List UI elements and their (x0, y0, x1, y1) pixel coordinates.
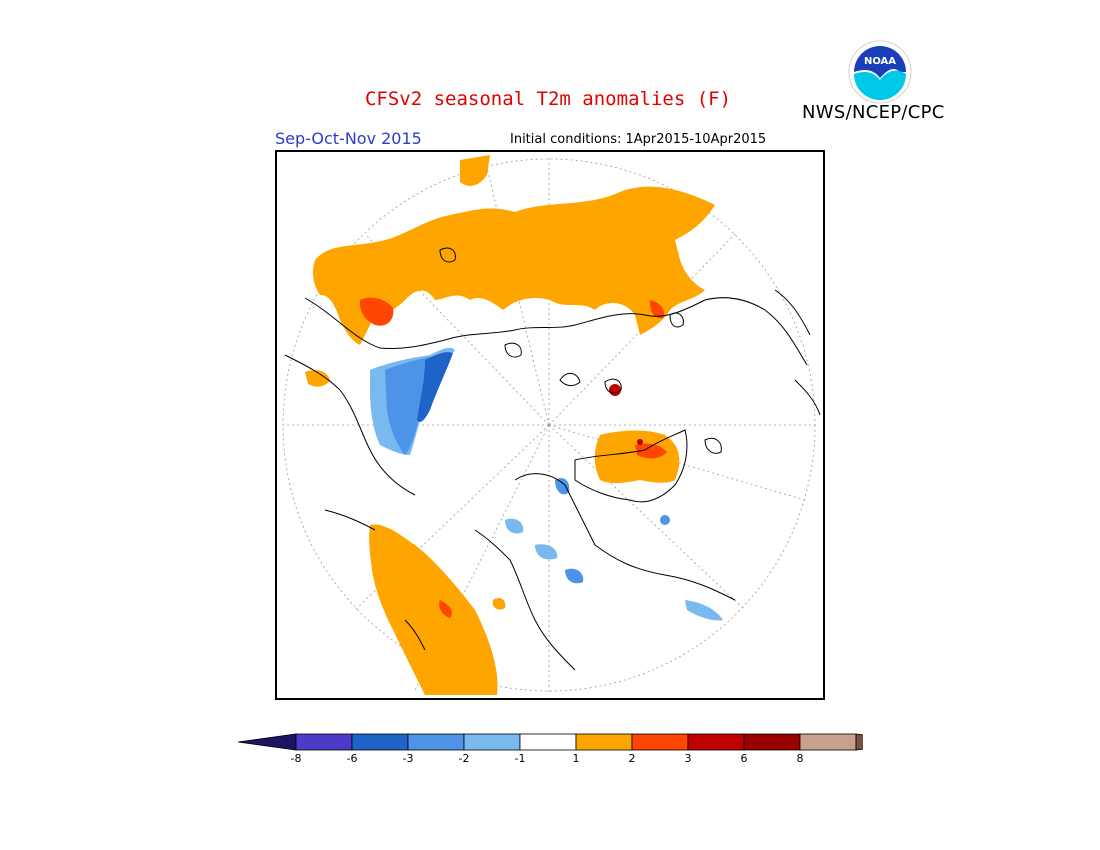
warm-anomaly-regions (305, 155, 715, 695)
arctic-island-hot (609, 384, 621, 396)
initial-conditions-label: Initial conditions: 1Apr2015-10Apr2015 (510, 132, 767, 147)
legend-swatch (743, 733, 801, 751)
legend-swatch (295, 733, 353, 751)
agency-label: NWS/NCEP/CPC (802, 102, 945, 123)
chart-title: CFSv2 seasonal T2m anomalies (F) (364, 88, 732, 110)
cool-anomaly-regions (370, 347, 723, 621)
polar-map (275, 150, 825, 700)
greenland-warm (594, 430, 680, 484)
eurasia-warm (312, 186, 715, 345)
legend-swatch (351, 733, 409, 751)
season-label: Sep-Oct-Nov 2015 (275, 129, 422, 148)
logo-text: NOAA (864, 56, 896, 67)
archipelago-cool-1 (505, 518, 524, 534)
coastlines (284, 247, 821, 671)
legend-swatch (631, 733, 689, 751)
greenland-hot (635, 443, 667, 459)
noaa-logo: NOAA (848, 40, 912, 104)
legend-tick-label: -6 (346, 752, 358, 765)
color-legend (238, 733, 863, 751)
archipelago-cool-3 (565, 568, 584, 584)
alaska-warm (305, 370, 330, 387)
siberia-cool-strong (417, 352, 453, 422)
north-america-warm (369, 524, 498, 695)
legend-swatch (799, 733, 857, 751)
scandinavia-warm (460, 155, 490, 186)
legend-tick-label: 8 (796, 752, 804, 765)
legend-swatch (407, 733, 465, 751)
legend-swatch (687, 733, 745, 751)
legend-tick-label: 2 (628, 752, 636, 765)
labrador-cool (685, 600, 723, 621)
legend-tick-label: 3 (684, 752, 692, 765)
baffin-cool (555, 478, 570, 495)
legend-tick-label: -1 (514, 752, 526, 765)
legend-arrow-high (855, 733, 863, 751)
strong-warm-regions (359, 297, 667, 618)
legend-arrow-low (238, 733, 297, 751)
legend-tick-label: -2 (458, 752, 470, 765)
legend-tick-label: -8 (290, 752, 302, 765)
small-warm-patch (492, 597, 506, 610)
archipelago-cool-2 (535, 544, 558, 560)
central-asia-hot (359, 297, 394, 326)
legend-swatch (463, 733, 521, 751)
legend-swatch (575, 733, 633, 751)
east-siberia-hot (649, 300, 665, 319)
legend-tick-label: 1 (572, 752, 580, 765)
legend-swatch (519, 733, 577, 751)
legend-tick-label: -3 (402, 752, 414, 765)
hudson-cool-spot (660, 515, 670, 525)
greenland-spot-hot (637, 439, 643, 445)
canada-hot (439, 600, 452, 618)
legend-tick-label: 6 (740, 752, 748, 765)
